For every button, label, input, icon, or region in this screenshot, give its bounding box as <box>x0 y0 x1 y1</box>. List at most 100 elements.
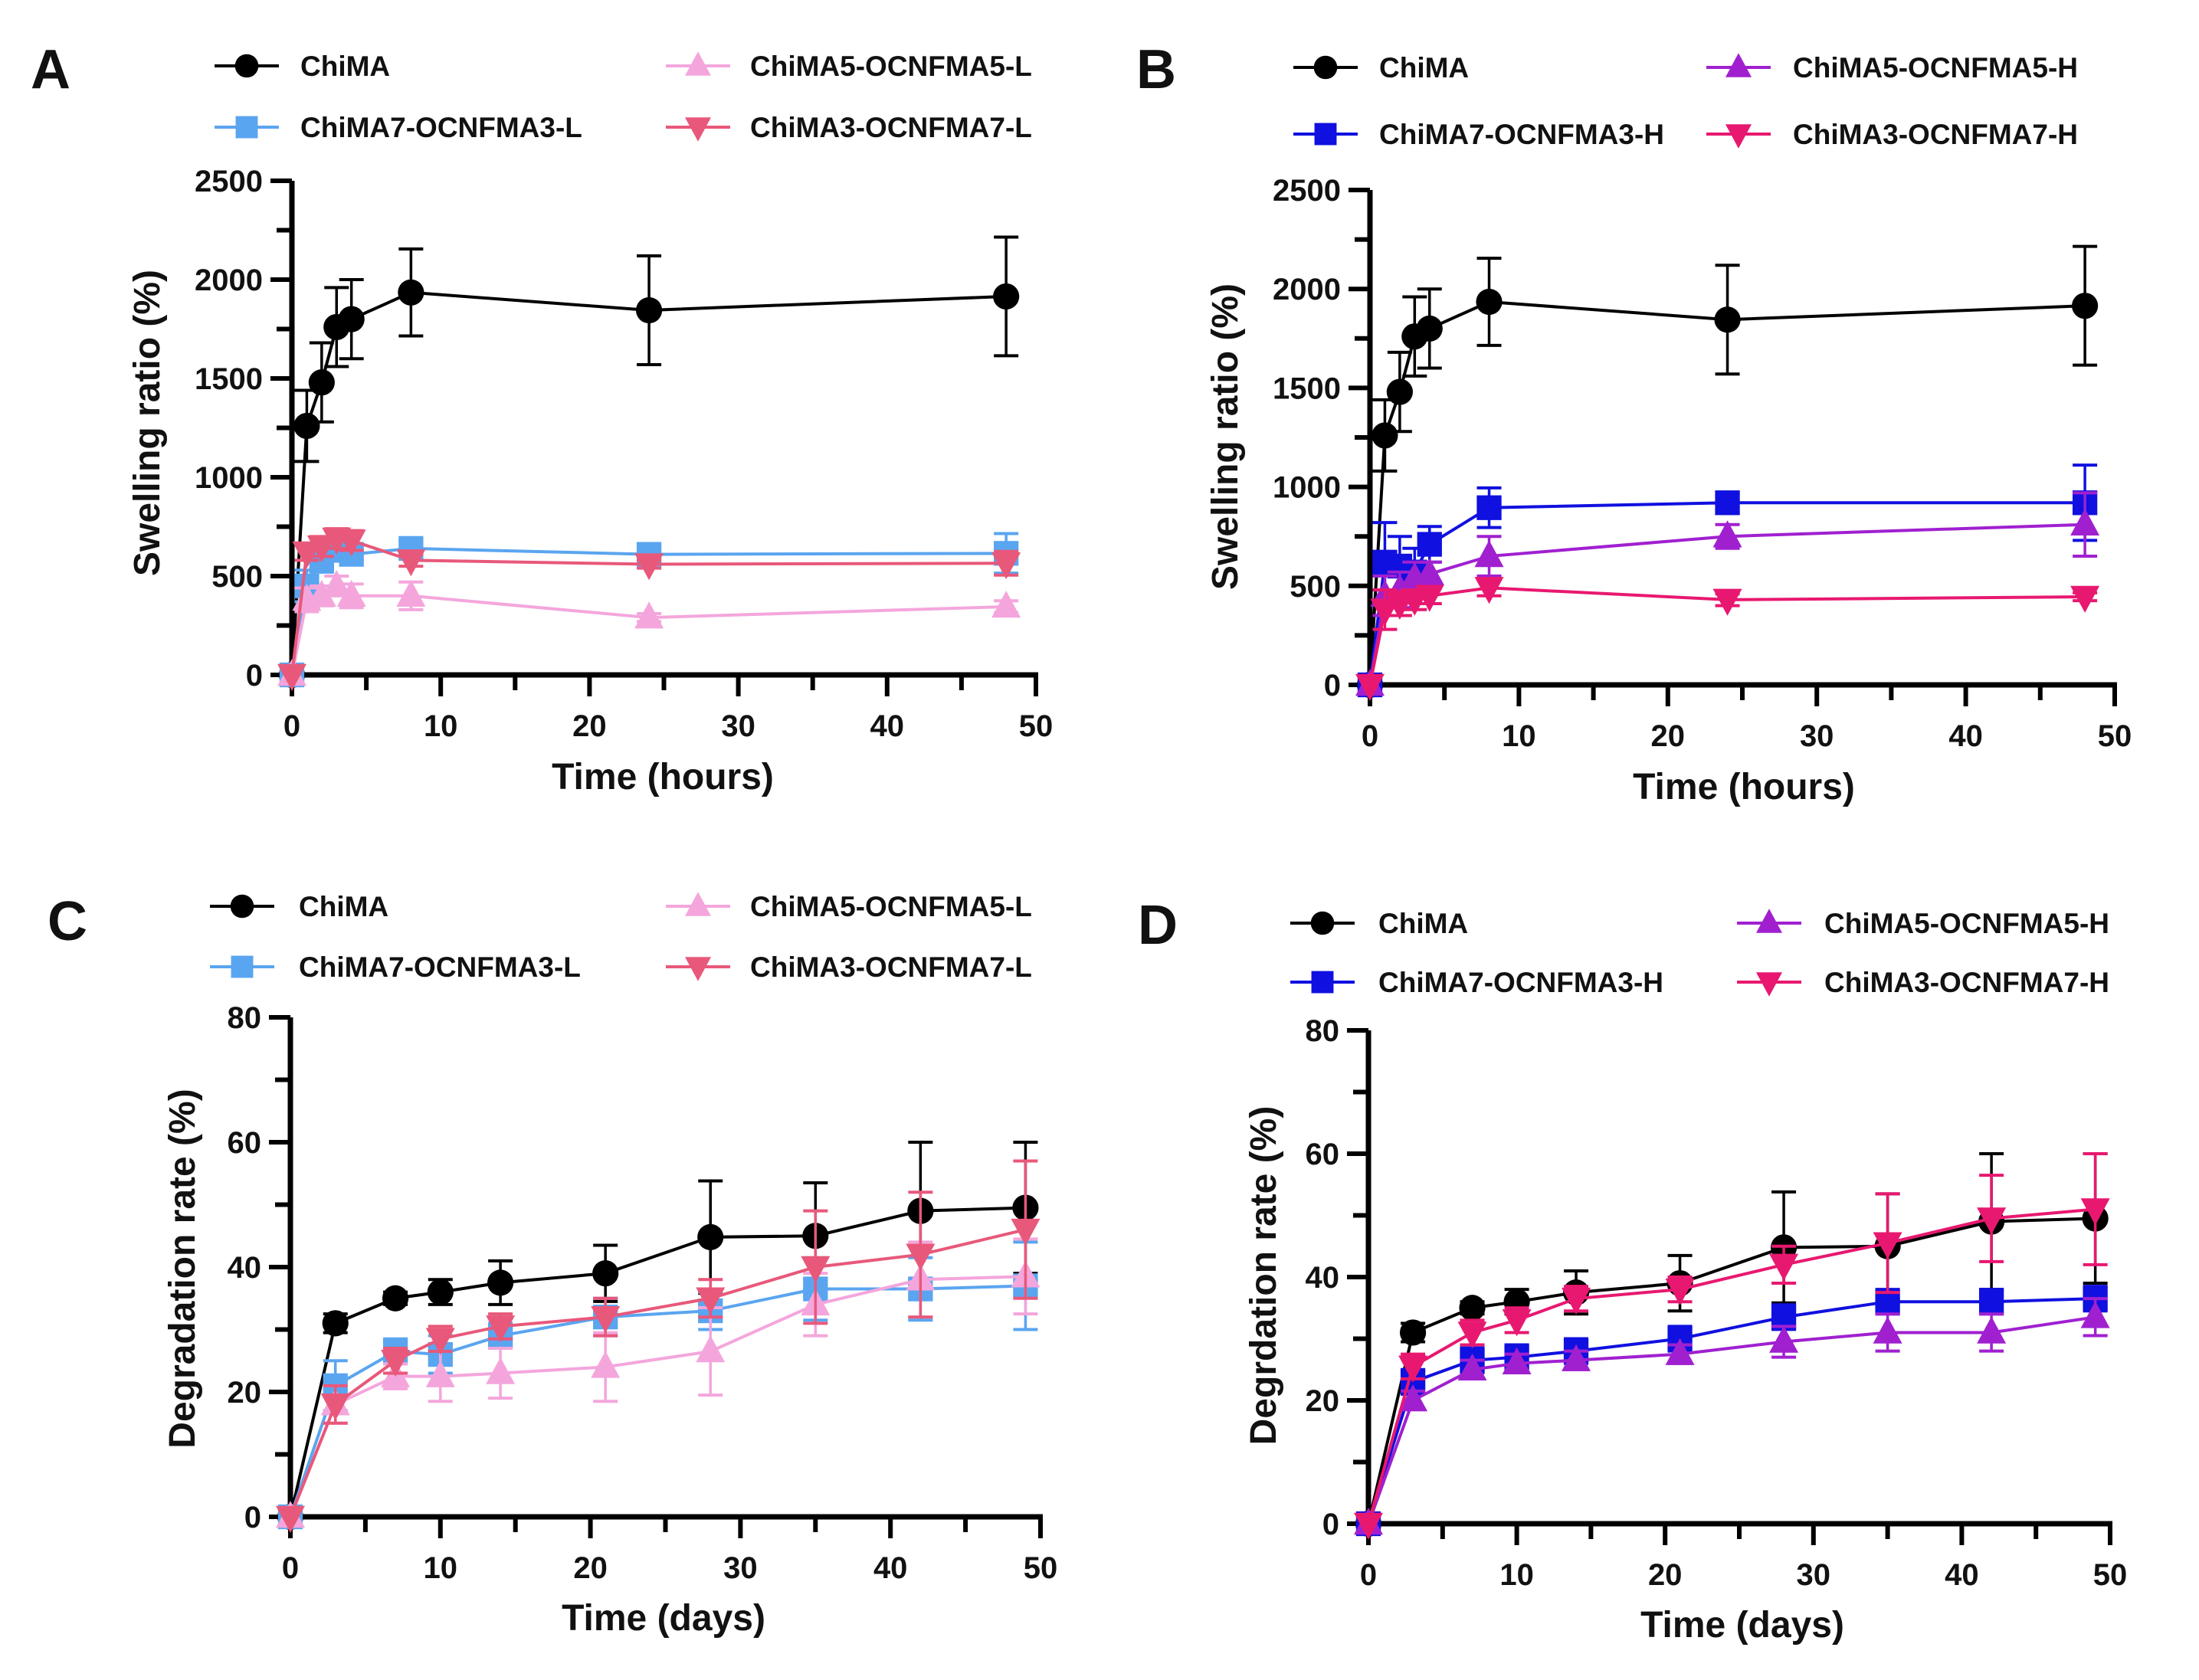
data-point <box>425 1328 455 1355</box>
data-point <box>1355 673 1385 701</box>
x-axis-title: Time (days) <box>562 1598 765 1639</box>
legend-marker <box>1313 55 1338 80</box>
legend-item: ChiMA3-OCNFMA7-L <box>666 951 1032 983</box>
y-tick-label: 2000 <box>195 264 263 297</box>
data-point <box>277 663 306 691</box>
y-tick-label: 20 <box>1306 1384 1340 1418</box>
data-point <box>1414 558 1444 585</box>
data-point <box>1457 1353 1487 1380</box>
data-point <box>320 1393 350 1421</box>
y-tick-label: 40 <box>1306 1261 1340 1295</box>
x-tick-label: 0 <box>1360 1558 1377 1592</box>
y-tick-label: 1000 <box>1273 471 1341 505</box>
series-line <box>290 584 1007 676</box>
data-point <box>1474 577 1504 604</box>
data-point <box>1977 1316 2007 1344</box>
legend-item: ChiMA7-OCNFMA3-L <box>210 951 581 983</box>
data-point <box>906 1243 936 1271</box>
data-point <box>338 306 365 332</box>
y-tick-label: 0 <box>246 659 263 693</box>
y-tick-label: 500 <box>211 560 263 594</box>
legend-marker <box>1311 971 1334 994</box>
x-tick-label: 0 <box>283 709 300 743</box>
legend-label: ChiMA5-OCNFMA5-H <box>1824 908 2109 939</box>
y-tick-label: 0 <box>1324 669 1341 702</box>
series-line <box>1367 1315 2096 1524</box>
data-point <box>1457 1321 1487 1349</box>
data-point <box>1712 520 1742 548</box>
legend-marker <box>685 892 711 916</box>
x-tick-label: 50 <box>1019 709 1054 743</box>
x-tick-label: 50 <box>2093 1558 2128 1592</box>
data-point <box>2070 508 2100 535</box>
y-tick-label: 2500 <box>195 165 263 198</box>
y-tick-label: 2000 <box>1273 273 1341 306</box>
data-point <box>591 1305 621 1334</box>
y-axis-title: Swelling ratio (%) <box>1205 283 1246 590</box>
data-point <box>696 1287 726 1315</box>
x-tick-label: 0 <box>282 1551 299 1585</box>
legend-marker <box>231 955 254 978</box>
data-point <box>308 369 335 396</box>
legend-marker <box>1314 123 1337 146</box>
series-chima3-ocnfma7-h <box>1355 577 2100 701</box>
legend-label: ChiMA5-OCNFMA5-L <box>750 891 1032 922</box>
data-point <box>1665 1278 1695 1305</box>
legend-label: ChiMA7-OCNFMA3-L <box>300 112 582 143</box>
legend-item: ChiMA5-OCNFMA5-L <box>666 51 1032 82</box>
y-tick-label: 80 <box>228 1001 262 1035</box>
legend-label: ChiMA <box>299 891 388 922</box>
x-tick-label: 30 <box>723 1551 758 1585</box>
data-point <box>1977 1207 2007 1235</box>
legend-label: ChiMA3-OCNFMA7-L <box>750 951 1032 983</box>
series-chima5-ocnfma5-h <box>1354 1297 2110 1535</box>
series-chima <box>1356 244 2099 699</box>
x-tick-label: 10 <box>1502 719 1536 753</box>
data-point <box>1562 1344 1591 1371</box>
y-tick-label: 60 <box>228 1126 262 1160</box>
legend-label: ChiMA <box>1378 908 1468 939</box>
x-axis-title: Time (hours) <box>552 757 774 797</box>
series-chima3-ocnfma7-l <box>277 527 1021 691</box>
x-axis-title: Time (hours) <box>1633 767 1855 807</box>
legend-item: ChiMA7-OCNFMA3-L <box>215 112 582 143</box>
legend-marker <box>1756 972 1782 997</box>
y-axis-title: Swelling ratio (%) <box>127 270 168 576</box>
data-point <box>2080 1301 2110 1328</box>
x-tick-label: 40 <box>1948 719 1983 753</box>
series-chima5-ocnfma5-l <box>277 570 1021 686</box>
data-point <box>696 1335 726 1363</box>
y-tick-label: 60 <box>1306 1138 1340 1171</box>
data-point <box>306 579 336 607</box>
x-tick-label: 10 <box>424 1551 458 1585</box>
data-point <box>1769 1325 1799 1353</box>
y-tick-label: 0 <box>1322 1508 1339 1541</box>
legend-label: ChiMA5-OCNFMA5-L <box>750 51 1032 82</box>
legend-label: ChiMA5-OCNFMA5-H <box>1793 52 2078 84</box>
data-point <box>1873 1316 1902 1344</box>
x-tick-label: 40 <box>1945 1558 1979 1592</box>
series-line <box>1367 1217 2096 1524</box>
legend-marker <box>685 957 711 981</box>
series-chima3-ocnfma7-h <box>1354 1152 2110 1540</box>
legend-marker <box>1756 909 1782 933</box>
data-point <box>1562 1287 1591 1315</box>
y-tick-label: 80 <box>1306 1014 1340 1048</box>
legend-item: ChiMA5-OCNFMA5-L <box>666 891 1032 922</box>
legend-item: ChiMA5-OCNFMA5-H <box>1706 52 2078 84</box>
data-point <box>1372 422 1398 449</box>
legend-item: ChiMA5-OCNFMA5-H <box>1737 908 2109 939</box>
legend-item: ChiMA <box>1290 908 1468 939</box>
data-point <box>634 553 664 581</box>
series-line <box>1367 1297 2096 1524</box>
x-tick-label: 30 <box>721 709 755 743</box>
data-point <box>635 296 663 324</box>
data-point <box>1398 1384 1428 1412</box>
x-tick-label: 20 <box>572 709 607 743</box>
data-point <box>1414 585 1444 612</box>
data-point <box>486 1315 516 1343</box>
x-tick-label: 20 <box>1651 719 1686 753</box>
y-tick-label: 1500 <box>1273 372 1341 405</box>
legend-marker <box>685 117 711 142</box>
